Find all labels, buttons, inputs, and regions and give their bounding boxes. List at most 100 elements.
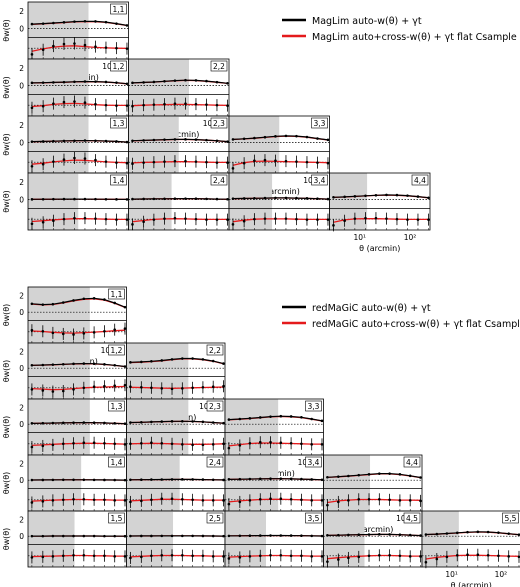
data-point [316,197,319,201]
data-point [30,422,34,425]
data-point [103,298,106,301]
residual-point [222,555,225,558]
panel-1-3: 1,3 0 2 θw(θ) [2,115,129,174]
residual-point [129,385,132,389]
auto-fit-curve [232,197,329,200]
panel-label-box [210,60,228,72]
residual-point [52,219,55,223]
panel-label-box [403,512,421,524]
residual-point [103,498,106,502]
residual-point [115,104,118,107]
residual-point [194,160,198,163]
residual-point [284,159,288,163]
data-point [300,477,303,481]
data-point [104,80,108,84]
data-point [181,357,184,360]
data-point [201,534,205,538]
data-point [52,197,55,201]
y-axis-label: θw(θ) [2,190,11,213]
residual-point [163,217,166,220]
data-point [41,197,45,201]
residual-point [30,164,34,168]
data-point [30,198,34,201]
residual-point [238,556,242,559]
data-point [388,472,391,475]
data-point [269,477,272,480]
panel-1-4: 1,4 0 2 θw(θ) [2,172,129,231]
cross-difference-curve [232,218,328,223]
panel-1-2: 1,2 0 2 θw(θ) [2,58,129,117]
cross-difference-curve [132,218,228,223]
residual-point [92,441,96,445]
residual-point [215,103,219,107]
residual-point [72,388,75,391]
data-point [367,473,371,476]
panel-3-4: 3,4 [224,454,324,512]
residual-point [435,557,439,561]
data-point [378,472,381,475]
data-point [211,421,215,424]
residual-point [222,442,225,446]
data-point [113,301,117,305]
data-point [103,421,106,425]
data-point [226,81,229,85]
data-point [408,474,412,478]
data-point [181,478,184,481]
residual-point [92,498,96,502]
data-point [41,478,45,482]
residual-point [222,384,225,388]
cross-difference-curve [130,386,224,389]
data-point [181,534,184,538]
residual-point [181,443,184,446]
residual-point [115,46,118,50]
panel-1-3: 1,3 0 2 θw(θ) [2,398,127,456]
residual-point [248,441,252,445]
residual-point [320,555,324,558]
data-point [248,477,252,481]
data-point [263,135,267,139]
data-point [61,478,65,482]
panel-2-4: 2,4 [128,172,230,231]
residual-point [184,217,187,220]
data-point [238,534,242,538]
data-point [72,299,75,302]
residual-point [30,53,34,56]
data-point [406,194,409,197]
data-point [289,534,293,537]
residual-point [263,217,267,220]
data-point [295,196,298,200]
residual-point [367,554,371,558]
legend-entry: MagLim auto+cross-w(θ) + γt flat Csample… [312,32,520,43]
data-point [466,530,469,534]
data-point [227,534,231,538]
x-tick-label: 10² [303,176,316,185]
cross-difference-curve [130,554,224,558]
data-point [104,139,108,143]
data-point [424,533,428,536]
data-point [30,534,34,538]
data-point [310,534,314,538]
data-point [73,139,76,143]
data-point [61,421,65,425]
residual-point [316,161,319,164]
y-tick-label: 2 [19,7,24,16]
y-tick-label: 2 [19,403,24,412]
residual-point [92,331,96,334]
data-point [337,475,340,478]
residual-point [131,162,134,166]
data-point [364,194,367,198]
residual-point [295,217,298,221]
residual-point [82,386,86,390]
residual-point [30,556,34,559]
cross-difference-curve [132,161,228,164]
data-point [41,303,45,306]
residual-point [150,386,153,390]
data-point [326,534,329,537]
data-point [367,533,371,536]
scale-cut-region [28,511,75,567]
residual-point [113,555,117,558]
y-axis-label: θw(θ) [2,416,11,439]
data-point [395,193,399,197]
scale-cut-region [28,399,90,455]
